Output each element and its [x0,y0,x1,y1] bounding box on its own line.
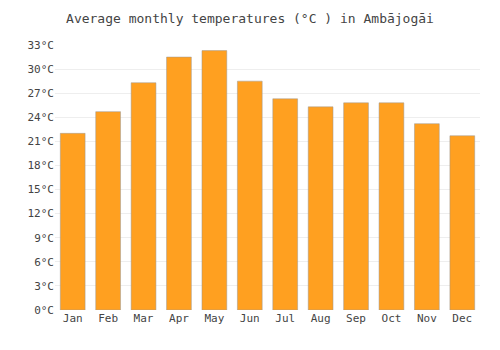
svg-text:6°C: 6°C [34,256,54,269]
svg-text:May: May [204,312,224,325]
svg-text:0°C: 0°C [34,304,54,317]
svg-text:9°C: 9°C [34,232,54,245]
svg-text:Nov: Nov [417,312,437,325]
svg-text:Jul: Jul [275,312,295,325]
svg-text:Jun: Jun [240,312,260,325]
svg-text:30°C: 30°C [28,63,55,76]
svg-text:Dec: Dec [452,312,472,325]
svg-text:12°C: 12°C [28,207,55,220]
svg-text:Sep: Sep [346,312,366,325]
svg-text:15°C: 15°C [28,183,55,196]
svg-text:Apr: Apr [169,312,189,325]
svg-text:Jan: Jan [63,312,83,325]
svg-text:Oct: Oct [382,312,402,325]
svg-text:Average monthly temperatures (: Average monthly temperatures (°C ) in Am… [66,11,434,26]
svg-text:18°C: 18°C [28,159,55,172]
svg-text:Feb: Feb [98,312,118,325]
svg-text:24°C: 24°C [28,111,55,124]
svg-text:33°C: 33°C [28,39,55,52]
svg-text:Aug: Aug [311,312,331,325]
svg-text:21°C: 21°C [28,135,55,148]
svg-text:27°C: 27°C [28,87,55,100]
svg-text:3°C: 3°C [34,280,54,293]
svg-text:Mar: Mar [134,312,154,325]
